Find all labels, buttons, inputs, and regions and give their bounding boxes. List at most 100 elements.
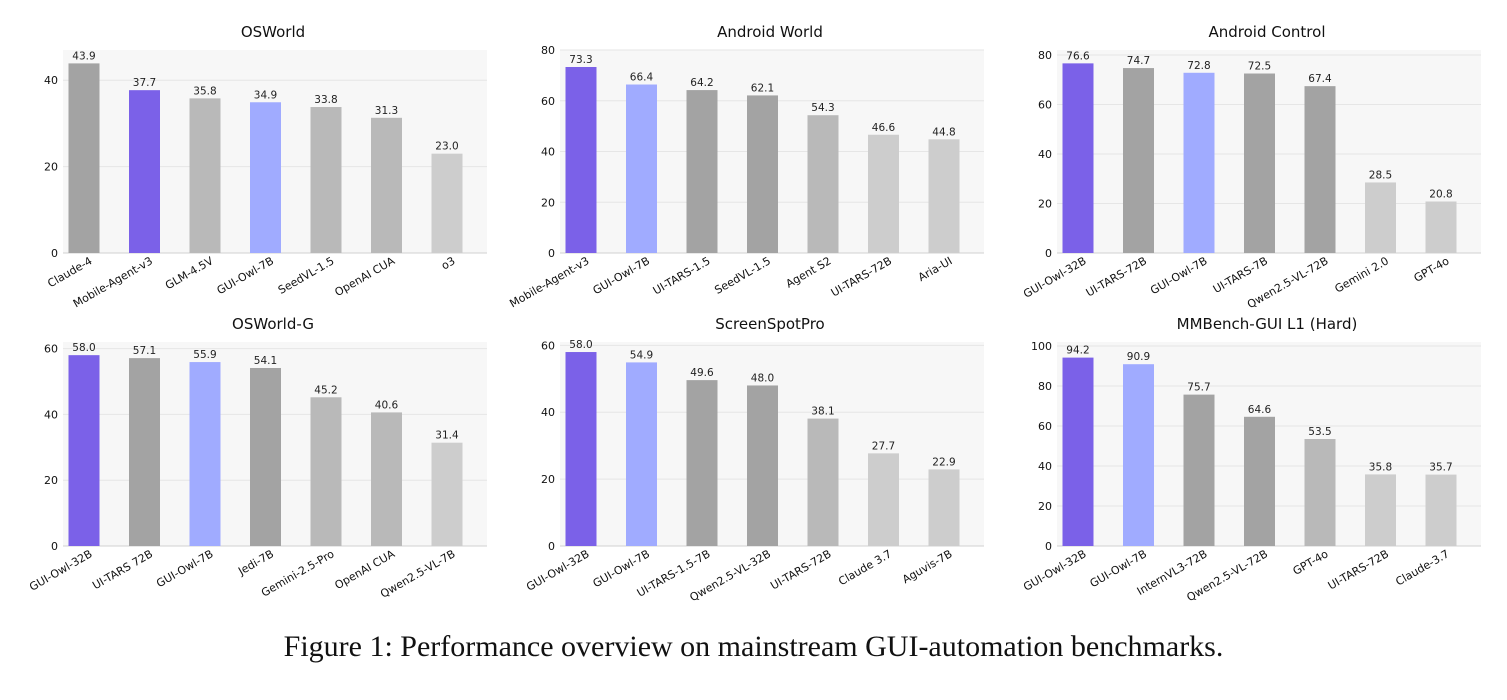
bar-aria-ui	[928, 139, 960, 253]
bar-qwen2-5-vl-32b	[747, 385, 778, 546]
x-tick-label: GPT-4o	[1412, 254, 1452, 285]
bar-claude-3-7	[868, 453, 899, 546]
bar-ui-tars-7b	[1244, 73, 1275, 253]
bar-seedvl-1-5	[747, 95, 778, 253]
bar-gui-owl-7b	[1183, 72, 1215, 254]
bar-ui-tars-1-5-7b	[686, 380, 718, 546]
y-tick-label: 20	[44, 161, 58, 174]
chart-title: Android World	[717, 23, 823, 41]
bar-gui-owl-7b	[626, 84, 657, 253]
y-tick-label: 80	[1038, 380, 1052, 393]
y-tick-label: 20	[44, 474, 58, 487]
y-tick-label: 80	[541, 44, 555, 57]
bar-aguvis-7b	[928, 469, 960, 546]
bar-qwen2-5-vl-7b	[431, 442, 463, 546]
y-tick-label: 60	[541, 339, 555, 352]
data-label: 44.8	[932, 126, 955, 138]
x-tick-label: GUI-Owl-7B	[591, 254, 652, 297]
y-tick-label: 40	[541, 146, 555, 159]
data-label: 64.6	[1248, 404, 1272, 416]
x-tick-label: SeedVL-1.5	[276, 254, 337, 296]
bar-agent-s2	[807, 115, 839, 254]
y-tick-label: 40	[1038, 148, 1052, 161]
data-label: 28.5	[1369, 169, 1392, 181]
y-tick-label: 80	[1038, 49, 1052, 62]
x-tick-label: GUI-Owl-32B	[27, 547, 94, 593]
data-label: 40.6	[375, 399, 399, 411]
bar-claude-4	[68, 63, 100, 254]
data-label: 53.5	[1308, 426, 1331, 438]
x-tick-label: GUI-Owl-7B	[1148, 254, 1209, 297]
chart-title: OSWorld-G	[232, 315, 314, 333]
data-label: 45.2	[314, 384, 337, 396]
data-label: 66.4	[630, 72, 654, 84]
bar-gui-owl-7b	[250, 102, 281, 253]
data-label: 46.6	[872, 122, 896, 134]
bar-o3	[431, 153, 463, 253]
x-tick-label: GLM-4.5V	[163, 254, 216, 292]
bar-ui-tars-72b	[1123, 68, 1154, 253]
bar-ui-tars-72b	[807, 418, 839, 546]
x-tick-label: Gemini 2.0	[1332, 254, 1391, 295]
y-tick-label: 60	[44, 343, 58, 356]
data-label: 37.7	[133, 77, 156, 89]
bar-gemini-2-0	[1365, 182, 1396, 253]
bar-gpt-4o	[1304, 439, 1336, 546]
data-label: 31.3	[375, 105, 398, 117]
bar-qwen2-5-vl-72b	[1244, 416, 1275, 546]
y-tick-label: 40	[44, 74, 58, 87]
bar-mobile-agent-v3	[129, 90, 160, 253]
x-tick-label: GUI-Owl-32B	[1021, 254, 1088, 300]
data-label: 72.5	[1248, 61, 1271, 73]
bar-mobile-agent-v3	[565, 67, 597, 253]
y-tick-label: 20	[541, 196, 555, 209]
x-tick-label: Mobile-Agent-v3	[507, 254, 591, 310]
data-label: 20.8	[1429, 189, 1452, 201]
data-label: 58.0	[569, 339, 592, 351]
y-tick-label: 0	[51, 540, 58, 553]
bar-gui-owl-7b	[1123, 364, 1154, 546]
y-tick-label: 60	[1038, 420, 1052, 433]
chart-android-control: 0 20 40 60 80 Android Control 76.6 GUI-Owl-32B 7…	[1021, 23, 1481, 311]
bar-gemini-2-5-pro	[310, 397, 342, 546]
x-tick-label: Aria-UI	[916, 254, 955, 284]
x-tick-label: GUI-Owl-32B	[524, 547, 591, 593]
y-tick-label: 0	[548, 247, 555, 260]
data-label: 54.3	[811, 102, 834, 114]
y-tick-label: 0	[51, 247, 58, 260]
bar-ui-tars-1-5	[686, 90, 718, 253]
x-tick-label: UI-TARS-72B	[1084, 254, 1149, 299]
y-tick-label: 60	[541, 95, 555, 108]
data-label: 94.2	[1066, 345, 1089, 357]
bar-qwen2-5-vl-72b	[1304, 86, 1336, 253]
data-label: 74.7	[1127, 55, 1150, 67]
bar-gui-owl-32b	[1062, 357, 1094, 546]
data-label: 43.9	[72, 50, 95, 62]
bar-ui-tars-72b	[1365, 474, 1396, 546]
bar-internvl3-72b	[1183, 394, 1215, 546]
data-label: 62.1	[751, 82, 774, 94]
data-label: 90.9	[1127, 351, 1150, 363]
y-tick-label: 0	[1045, 247, 1052, 260]
x-tick-label: o3	[439, 254, 457, 272]
data-label: 22.9	[932, 456, 955, 468]
bar-claude-3-7	[1425, 474, 1457, 546]
data-label: 64.2	[690, 77, 713, 89]
chart-osworld-g: 0 20 40 60 OSWorld-G 58.0 GUI-Owl-32B 57.1 UI-TA…	[27, 315, 487, 601]
x-tick-label: UI-TARS-72B	[768, 547, 833, 592]
x-tick-label: UI-TARS 72B	[90, 547, 155, 592]
y-tick-label: 40	[541, 406, 555, 419]
y-tick-label: 60	[1038, 98, 1052, 111]
bar-glm-4-5v	[189, 98, 221, 253]
data-label: 67.4	[1308, 73, 1332, 85]
data-label: 55.9	[193, 349, 216, 361]
y-tick-label: 0	[1045, 540, 1052, 553]
data-label: 38.1	[811, 406, 834, 418]
data-label: 54.9	[630, 349, 653, 361]
bar-openai-cua	[371, 412, 402, 546]
bar-openai-cua	[371, 117, 402, 253]
y-tick-label: 20	[1038, 197, 1052, 210]
data-label: 33.8	[314, 94, 337, 106]
chart-screenspotpro: 0204060ScreenSpotPro58.0GUI-Owl-32B54.9G…	[524, 315, 984, 604]
